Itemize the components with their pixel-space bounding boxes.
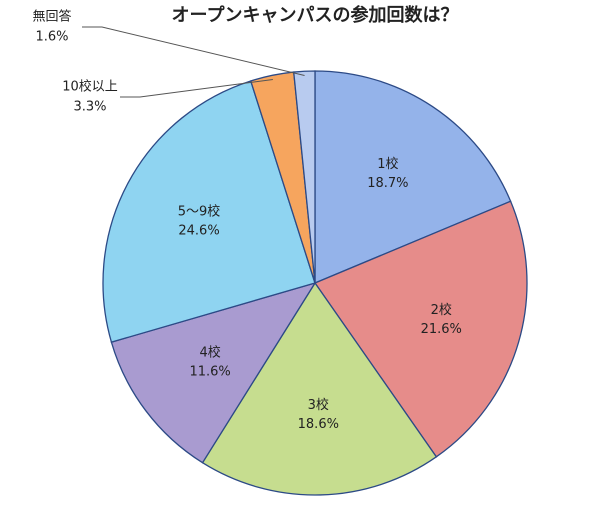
value-label: 21.6% — [421, 322, 462, 337]
pie-slice — [314, 200, 528, 458]
value-label: 1.6% — [35, 30, 68, 45]
pie-slice — [314, 70, 512, 284]
value-label: 11.6% — [189, 365, 230, 380]
pie-slice — [102, 80, 316, 343]
slice-label: 10校以上 — [62, 79, 118, 95]
value-label: 18.6% — [298, 417, 339, 432]
slice-label: 5〜9校 — [178, 204, 221, 220]
slice-label: 1校 — [377, 156, 398, 172]
value-label: 24.6% — [178, 224, 219, 239]
slice-label: 無回答 — [32, 9, 71, 25]
value-label: 3.3% — [73, 100, 106, 115]
value-label: 18.7% — [367, 176, 408, 191]
pie-slice — [201, 281, 438, 496]
leader-line — [82, 26, 305, 76]
slice-label: 2校 — [431, 302, 452, 318]
leader-line — [120, 79, 273, 98]
slice-label: 4校 — [199, 345, 220, 361]
pie-slice — [293, 70, 316, 284]
slice-label: 3校 — [308, 397, 329, 413]
chart-title: オープンキャンパスの参加回数は？ — [172, 4, 459, 26]
